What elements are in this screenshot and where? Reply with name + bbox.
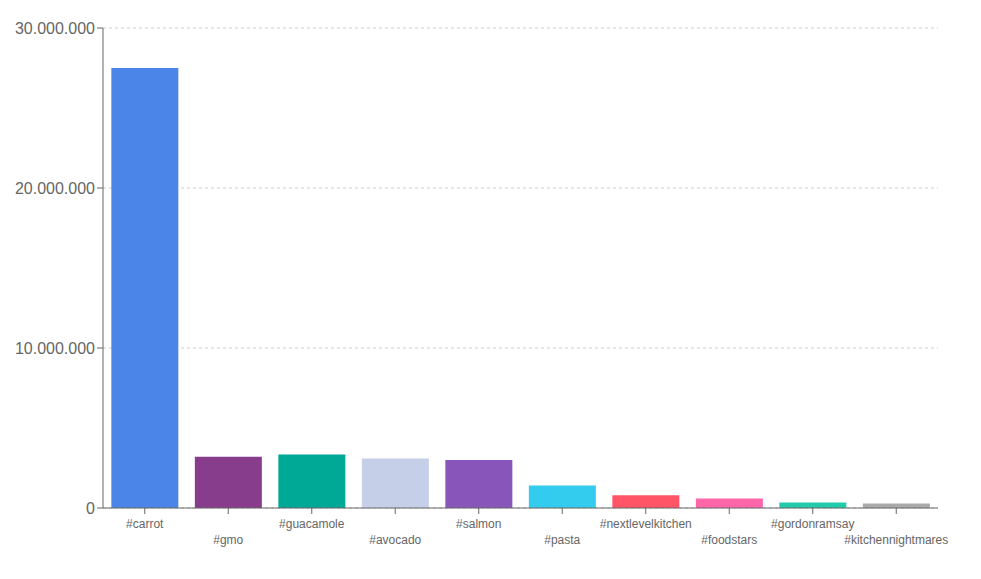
svg-text:20.000.000: 20.000.000 [15, 180, 95, 197]
svg-text:#kitchennightmares: #kitchennightmares [844, 533, 948, 547]
svg-text:#gordonramsay: #gordonramsay [771, 517, 854, 531]
svg-text:30.000.000: 30.000.000 [15, 20, 95, 37]
svg-text:#pasta: #pasta [544, 533, 580, 547]
svg-text:0: 0 [86, 500, 95, 517]
svg-text:#carrot: #carrot [126, 517, 164, 531]
svg-text:#gmo: #gmo [213, 533, 243, 547]
svg-text:#foodstars: #foodstars [701, 533, 757, 547]
svg-text:10.000.000: 10.000.000 [15, 340, 95, 357]
svg-text:#guacamole: #guacamole [279, 517, 345, 531]
svg-text:#salmon: #salmon [456, 517, 501, 531]
svg-text:#avocado: #avocado [369, 533, 421, 547]
svg-text:#nextlevelkitchen: #nextlevelkitchen [600, 517, 692, 531]
